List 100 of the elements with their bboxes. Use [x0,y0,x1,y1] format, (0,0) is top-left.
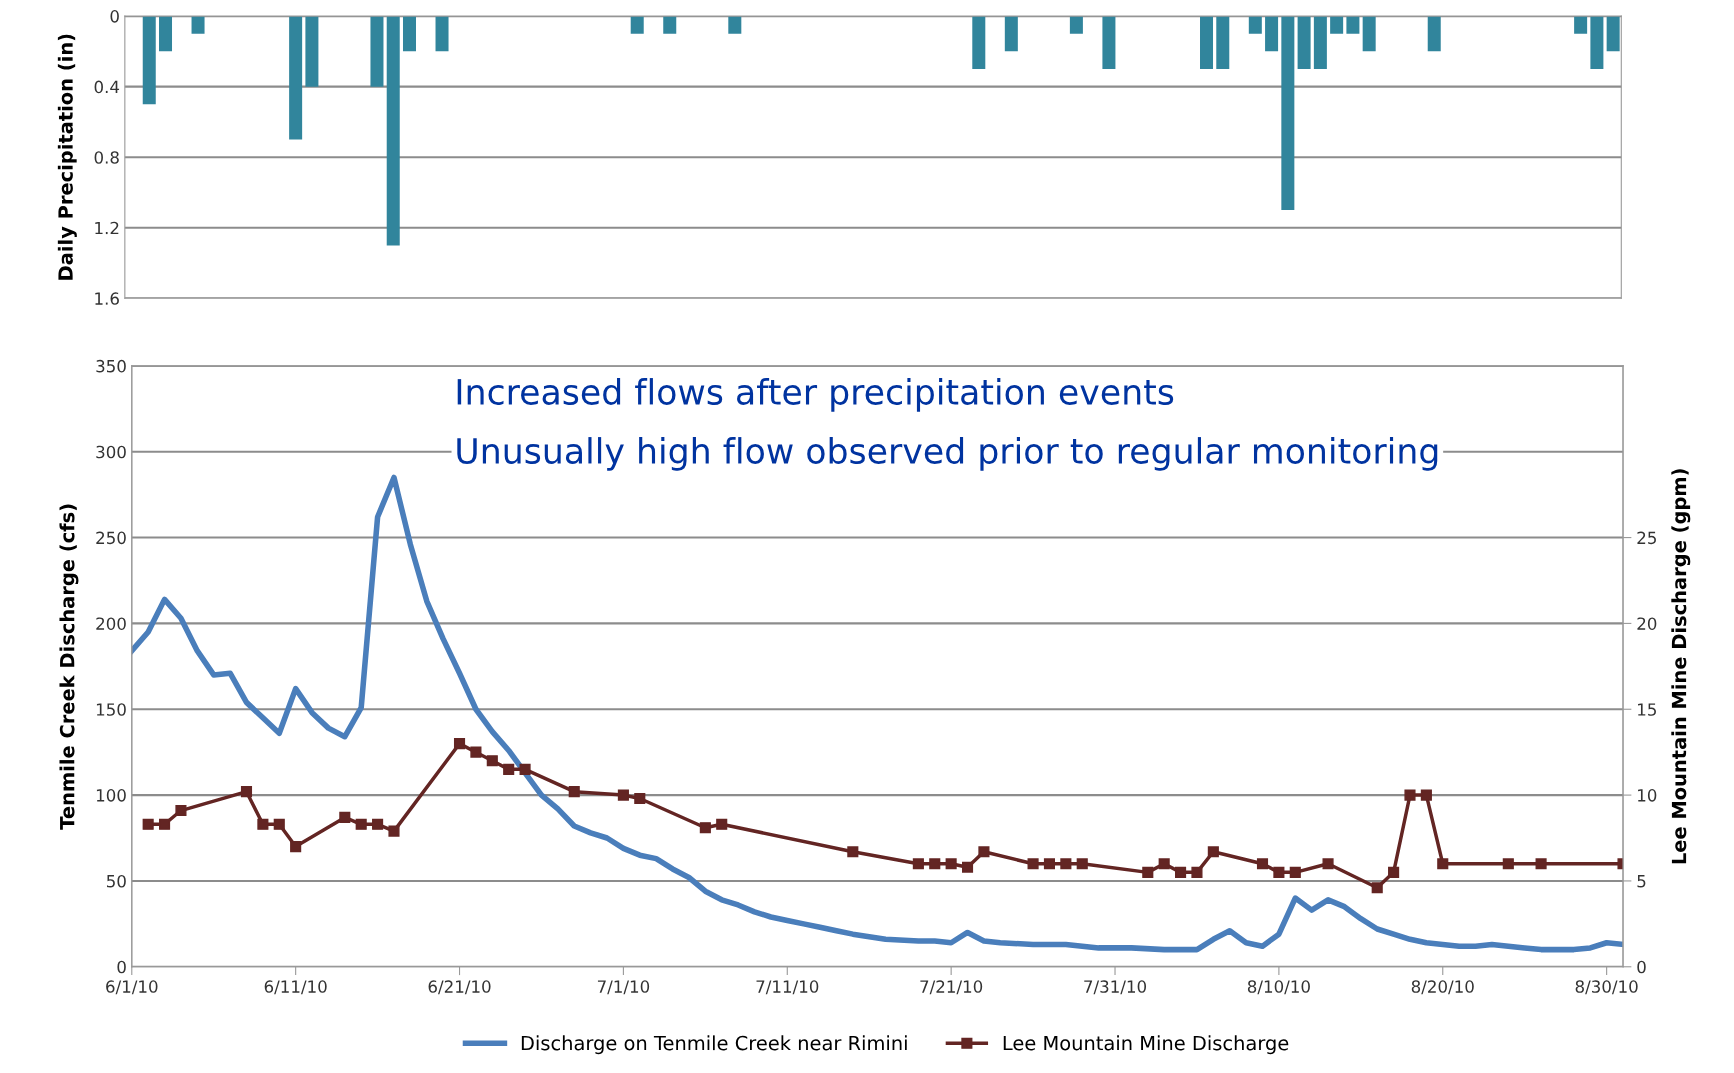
point [339,811,351,823]
y2-tick-label: 25 [1637,531,1656,545]
x-tick-label: 8/20/10 [1411,980,1474,995]
bar [1102,16,1116,70]
point [929,858,941,870]
annotation: Unusually high flow observed prior to regular monitoring [457,437,1438,471]
point [453,738,466,750]
point [372,818,384,830]
point [142,818,154,830]
point [273,818,285,830]
point [961,861,974,873]
bar [402,16,416,52]
point [634,792,646,805]
y-tick-label: 350 [96,359,126,373]
legend-label: Discharge on Tenmile Creek near Rimini [521,1035,907,1055]
y-axis-title: Tenmile Creek Discharge (cfs) [59,504,79,830]
point [1076,858,1088,870]
point [519,763,531,775]
bar [1069,16,1083,34]
point [257,818,269,830]
bar [1004,16,1018,52]
y-tick-label: 0 [110,10,119,23]
y-tick-label: 50 [107,874,126,888]
x-tick-label: 7/1/10 [597,980,650,995]
point [1191,866,1203,878]
x-tick-label: 7/31/10 [1084,980,1147,995]
bar [1606,16,1620,52]
x-tick-label: 7/21/10 [920,980,983,995]
bar [1313,16,1327,70]
point [1502,858,1514,870]
point [240,786,253,798]
y-tick-label: 0.8 [94,151,119,164]
bar [159,16,173,52]
x-tick-label: 7/11/10 [756,980,819,995]
y-tick-label: 1.2 [95,221,119,235]
point [912,858,924,870]
point [847,846,859,858]
point [159,818,171,830]
bar [142,16,156,105]
y-axis-title: Daily Precipitation (in) [57,34,77,280]
y2-tick-label: 10 [1638,789,1657,802]
point [1060,858,1072,870]
bar [1346,16,1360,34]
point [1535,858,1547,870]
bar [663,16,677,34]
y-tick-label: 0.4 [94,80,120,94]
x-tick-label: 6/1/10 [106,980,158,995]
bar [1330,16,1344,34]
x-tick-label: 6/21/10 [428,980,491,995]
point [1388,866,1400,878]
point [1043,858,1056,870]
bar [1574,16,1588,34]
y-tick-label: 200 [96,617,126,630]
y-tick-label: 250 [96,531,126,545]
point [617,789,629,801]
x-tick-label: 6/11/10 [264,980,327,995]
y2-axis-title: Lee Mountain Mine Discharge (gpm) [1671,469,1691,864]
point [1175,866,1187,878]
point [175,804,187,817]
bar [1200,16,1214,70]
point [503,763,515,775]
point [1289,866,1301,878]
point [290,841,302,853]
bar [630,16,644,34]
bar [1248,16,1262,34]
y-tick-label: 1.6 [95,292,119,305]
point [355,818,367,830]
bar [386,16,400,246]
y2-tick-label: 5 [1637,875,1646,888]
bar [289,16,303,140]
annotation: Increased flows after precipitation events [457,378,1174,412]
point [1371,882,1383,894]
bar [972,16,986,70]
point [978,846,990,858]
point [1158,858,1170,870]
y-tick-label: 300 [96,445,126,459]
point [1027,858,1039,870]
y2-tick-label: 0 [1637,960,1646,974]
bar [728,16,742,34]
bar [370,16,384,87]
y-tick-label: 0 [117,960,126,974]
x-tick-label: 8/10/10 [1247,980,1310,995]
bar [1590,16,1604,70]
point [699,822,711,834]
point [1142,866,1154,878]
point [1207,846,1219,858]
point [716,818,728,830]
point [945,858,957,870]
x-tick-label: 8/30/10 [1575,980,1638,995]
y-tick-label: 100 [96,789,126,802]
bar [1297,16,1311,70]
point [1273,866,1285,878]
bar [1427,16,1441,52]
bar [1362,16,1376,52]
bar [435,16,449,52]
point [1322,858,1334,870]
point [1437,858,1449,870]
bar [1281,16,1295,211]
point [1404,789,1416,801]
point [470,746,482,758]
